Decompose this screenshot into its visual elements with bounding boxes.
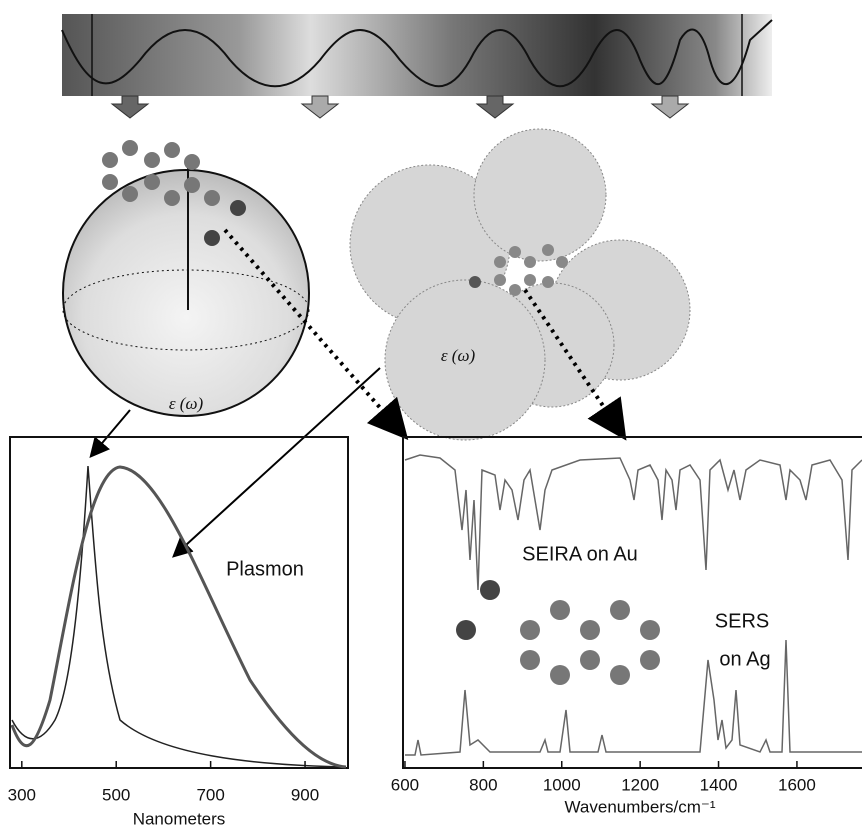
extinction-curve [11, 465, 347, 768]
x-tick-label: 500 [102, 785, 130, 804]
x-tick-label: 600 [391, 775, 419, 794]
x-tick-label: 1000 [543, 775, 581, 794]
x-tick-label: 1400 [700, 775, 738, 794]
permittivity-label: ε (ω) [169, 394, 204, 413]
spectrum-strip [61, 14, 773, 96]
x-axis-label: Wavenumbers/cm⁻¹ [565, 797, 716, 816]
molecule [102, 140, 246, 246]
x-tick-label: 900 [291, 785, 319, 804]
sers-spectrum [405, 639, 862, 756]
annotation: on Ag [719, 648, 770, 670]
x-tick-label: 1600 [778, 775, 816, 794]
x-tick-label: 1200 [621, 775, 659, 794]
arrows-down [110, 95, 690, 119]
particle-cluster [349, 128, 691, 441]
x-tick-label: 800 [469, 775, 497, 794]
annotation: Plasmon [226, 558, 304, 580]
molecule [469, 244, 568, 296]
annotation: SEIRA on Au [522, 543, 638, 565]
vibration-panel [402, 436, 862, 769]
x-tick-label: 700 [196, 785, 224, 804]
permittivity-label: ε (ω) [441, 346, 476, 365]
seira-spectrum [404, 454, 862, 591]
x-axis-label: Nanometers [133, 809, 226, 828]
molecule [456, 580, 660, 685]
annotation: SERS [715, 610, 769, 632]
x-tick-label: 300 [8, 785, 36, 804]
sphere [62, 165, 310, 417]
connectors [89, 228, 627, 558]
plasmon-panel [9, 436, 349, 769]
extinction-curve [10, 465, 347, 769]
